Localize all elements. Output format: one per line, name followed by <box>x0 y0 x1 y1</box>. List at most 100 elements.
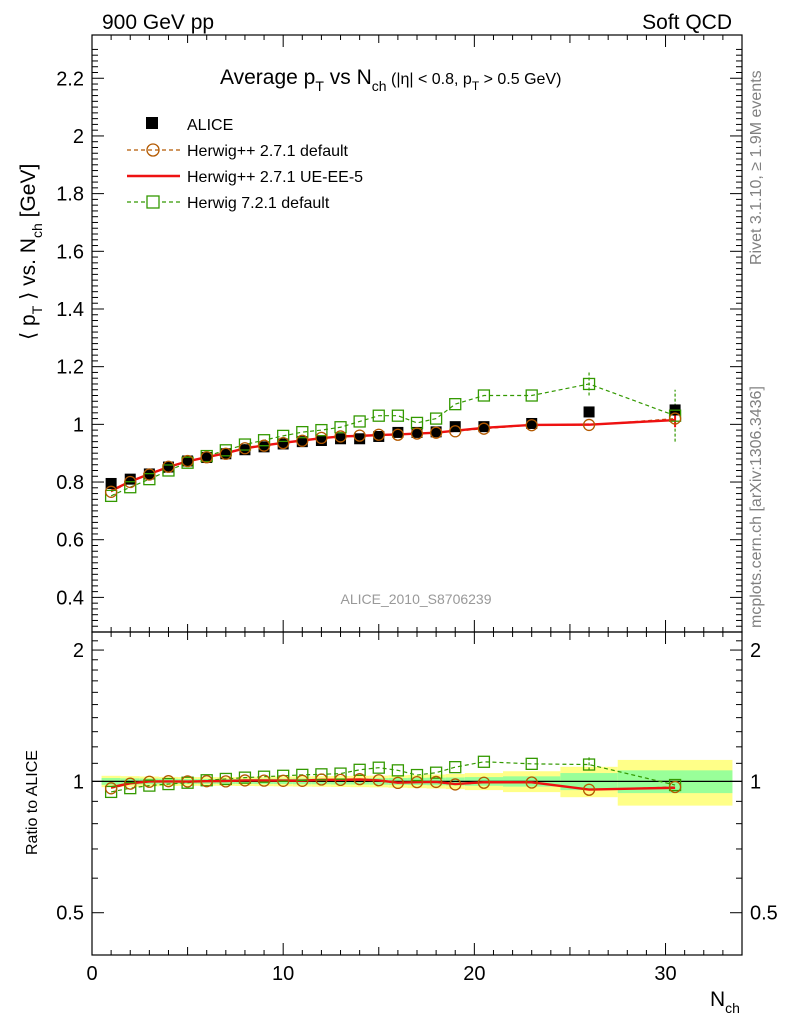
ratio-point-h271 <box>143 775 156 788</box>
ratio-point-h721 <box>334 767 347 780</box>
series-line-h721 <box>110 383 676 497</box>
y-tick-label-top: 1.2 <box>56 357 84 379</box>
point-h271 <box>477 422 491 435</box>
rivet-info: Rivet 3.1.10, ≥ 1.9M events <box>748 70 765 265</box>
ratio-point-h271 <box>200 775 213 788</box>
point-alice <box>449 421 461 433</box>
y-axis-label-top: ⟨ pT ⟩ vs. Nch [GeV] <box>17 164 45 340</box>
point-h271 <box>200 451 213 464</box>
point-h721 <box>143 472 156 486</box>
point-h271 <box>353 429 366 442</box>
x-tick-label: 30 <box>654 963 676 985</box>
point-alice <box>526 417 538 429</box>
point-alice <box>373 430 385 442</box>
ratio-point-h721 <box>124 781 137 795</box>
y-tick-label-top: 0.6 <box>56 530 84 552</box>
point-h271 <box>219 447 232 460</box>
ratio-point-h271 <box>124 777 137 790</box>
point-h271 <box>410 427 424 440</box>
point-h721 <box>582 377 596 391</box>
ratio-point-h721 <box>582 758 596 771</box>
ratio-point-h721 <box>372 761 385 774</box>
y-tick-label-top: 0.4 <box>56 587 84 609</box>
y-tick-label-top: 2 <box>73 126 84 148</box>
legend-marker-h721 <box>146 195 160 209</box>
point-alice <box>354 433 366 445</box>
ratio-point-h271 <box>449 778 462 791</box>
y-tick-label-top: 1.4 <box>56 299 84 321</box>
data-series <box>104 372 682 799</box>
y-tick-label-bottom: 1 <box>73 771 84 793</box>
legend-label-ue: Herwig++ 2.7.1 UE-EE-5 <box>187 169 363 186</box>
point-h271 <box>391 428 405 441</box>
point-h721 <box>410 416 424 430</box>
point-h721 <box>449 398 462 411</box>
point-h271 <box>525 419 538 432</box>
y-tick-label-top: 1.8 <box>56 184 84 206</box>
point-h721 <box>124 481 137 494</box>
point-h271 <box>315 431 328 445</box>
point-alice <box>315 434 327 446</box>
point-h271 <box>277 436 290 450</box>
axis-ticks: 0 10 20 30 0.4 0.6 0.8 1 1.2 1.4 1.6 1.8 2 2.2 0.5 0.5 1… <box>56 35 778 985</box>
point-alice <box>430 426 442 438</box>
point-h721 <box>391 409 405 422</box>
point-alice <box>392 426 404 438</box>
point-alice <box>201 452 213 464</box>
y-tick-label-bottom-right: 1 <box>750 771 761 793</box>
point-h721 <box>238 438 252 451</box>
point-alice <box>182 455 194 467</box>
ratio-point-h721 <box>296 768 309 782</box>
ratio-point-h271 <box>372 774 385 787</box>
point-h271 <box>429 426 443 439</box>
point-alice <box>478 421 490 433</box>
ratio-point-h721 <box>277 769 290 782</box>
y-tick-label-bottom-right: 2 <box>750 640 761 662</box>
ratio-point-h271 <box>477 776 491 789</box>
ratio-point-h721 <box>477 755 491 768</box>
point-h271 <box>104 485 118 498</box>
ratio-point-h271 <box>257 774 271 787</box>
ratio-point-h271 <box>410 775 424 789</box>
ratio-point-h721 <box>449 761 462 774</box>
point-h721 <box>334 421 347 434</box>
y-tick-label-top: 2.2 <box>56 68 84 90</box>
x-axis-label: Nch <box>710 988 740 1016</box>
ratio-point-h721 <box>391 764 405 777</box>
ratio-point-h271 <box>104 782 118 795</box>
ratio-point-h271 <box>219 775 232 788</box>
y-tick-label-top: 1.6 <box>56 241 84 263</box>
point-h271 <box>449 425 462 438</box>
point-alice <box>124 473 136 485</box>
point-h271 <box>257 439 271 452</box>
ratio-point-h271 <box>525 776 538 789</box>
ratio-point-h271 <box>181 775 194 788</box>
point-h721 <box>296 425 309 439</box>
ratio-point-h721 <box>162 777 175 791</box>
analysis-id: ALICE_2010_S8706239 <box>340 591 491 607</box>
ratio-point-h721 <box>238 771 252 784</box>
ratio-point-h721 <box>525 757 538 770</box>
y-tick-label-top: 0.8 <box>56 472 84 494</box>
point-h271 <box>582 418 596 432</box>
ratio-point-h721 <box>315 768 328 781</box>
point-h271 <box>143 468 156 481</box>
header-right: Soft QCD <box>642 11 732 34</box>
point-alice <box>335 433 347 445</box>
ratio-point-h271 <box>296 774 309 787</box>
chart-title: Average pT vs Nch (|η| < 0.8, pT > 0.5 G… <box>220 66 561 94</box>
point-alice <box>296 436 308 448</box>
point-h721 <box>277 429 290 443</box>
mcplots-info: mcplots.cern.ch [arXiv:1306.3436] <box>748 386 765 628</box>
point-alice <box>105 477 117 489</box>
ratio-point-h721 <box>353 763 366 776</box>
y-tick-label-top: 1 <box>73 414 84 436</box>
point-h721 <box>162 464 175 477</box>
ratio-point-h271 <box>238 774 252 787</box>
point-h721 <box>372 409 385 422</box>
point-h271 <box>334 430 347 443</box>
ratio-point-h271 <box>391 776 405 790</box>
x-tick-label: 10 <box>272 963 294 985</box>
point-h721 <box>429 412 443 425</box>
legend: ALICE Herwig++ 2.7.1 default Herwig++ 2.… <box>127 117 363 212</box>
